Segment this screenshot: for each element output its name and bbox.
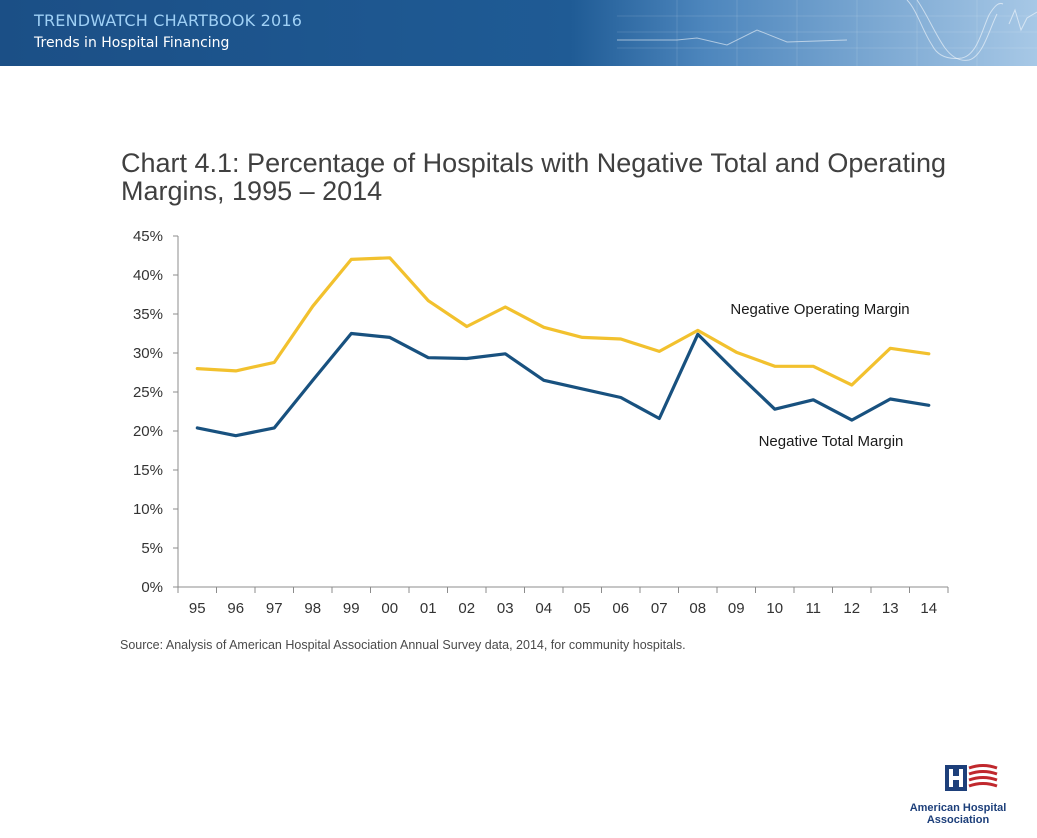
x-tick-label: 12	[843, 600, 860, 617]
x-tick-label: 13	[882, 600, 899, 617]
y-tick-label: 45%	[133, 228, 163, 245]
banner-subtitle: Trends in Hospital Financing	[34, 35, 230, 51]
aha-logo: American Hospital Association	[895, 762, 1025, 832]
series-label: Negative Total Margin	[759, 433, 904, 450]
x-tick-label: 03	[497, 600, 514, 617]
heartbeat-graphic	[617, 0, 1037, 66]
x-tick-label: 01	[420, 600, 437, 617]
y-tick-label: 0%	[141, 579, 163, 596]
x-tick-label: 95	[189, 600, 206, 617]
banner-title: TRENDWATCH CHARTBOOK 2016	[34, 11, 303, 30]
x-tick-label: 14	[920, 600, 937, 617]
x-tick-label: 07	[651, 600, 668, 617]
logo-line-1: American Hospital	[909, 802, 1007, 814]
source-note: Source: Analysis of American Hospital As…	[120, 638, 686, 652]
y-tick-label: 35%	[133, 306, 163, 323]
y-axis: 0% 5% 10% 15% 20% 25% 30% 35% 40% 45%	[133, 228, 179, 596]
series-labels: Negative Operating Margin Negative Total …	[730, 301, 909, 450]
y-tick-label: 15%	[133, 462, 163, 479]
x-tick-label: 11	[805, 600, 821, 617]
x-tick-label: 10	[766, 600, 783, 617]
chart-title: Chart 4.1: Percentage of Hospitals with …	[121, 148, 946, 206]
x-tick-label: 97	[266, 600, 283, 617]
y-tick-label: 40%	[133, 267, 163, 284]
aha-logo-icon	[945, 764, 998, 791]
x-tick-label: 06	[612, 600, 629, 617]
y-tick-label: 30%	[133, 345, 163, 362]
y-tick-label: 5%	[141, 540, 163, 557]
x-tick-label: 04	[535, 600, 552, 617]
series-line-1	[195, 331, 931, 438]
logo-line-2: Association	[926, 814, 990, 826]
x-tick-label: 09	[728, 600, 745, 617]
x-tick-label: 99	[343, 600, 360, 617]
x-axis: 95 96 97 98 99 00 01 02 03 04 05 06 07 08 09 10 11 12 13 14	[177, 586, 949, 617]
y-tick-label: 10%	[133, 501, 163, 518]
x-tick-label: 08	[689, 600, 706, 617]
x-tick-label: 05	[574, 600, 591, 617]
header-banner: TRENDWATCH CHARTBOOK 2016 Trends in Hosp…	[0, 0, 1037, 66]
y-tick-label: 25%	[133, 384, 163, 401]
x-tick-label: 02	[458, 600, 475, 617]
series-label: Negative Operating Margin	[730, 301, 909, 318]
x-tick-label: 00	[381, 600, 398, 617]
series-group	[195, 256, 931, 438]
series-line-0	[195, 256, 931, 387]
x-tick-label: 96	[227, 600, 244, 617]
x-tick-label: 98	[304, 600, 321, 617]
y-tick-label: 20%	[133, 423, 163, 440]
